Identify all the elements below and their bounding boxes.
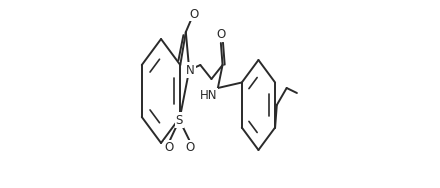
Text: O: O [189,8,198,20]
Text: O: O [165,141,174,154]
Text: HN: HN [199,89,217,102]
Text: N: N [186,64,194,77]
Text: O: O [186,141,195,154]
Text: O: O [216,28,225,41]
Text: S: S [176,114,183,127]
